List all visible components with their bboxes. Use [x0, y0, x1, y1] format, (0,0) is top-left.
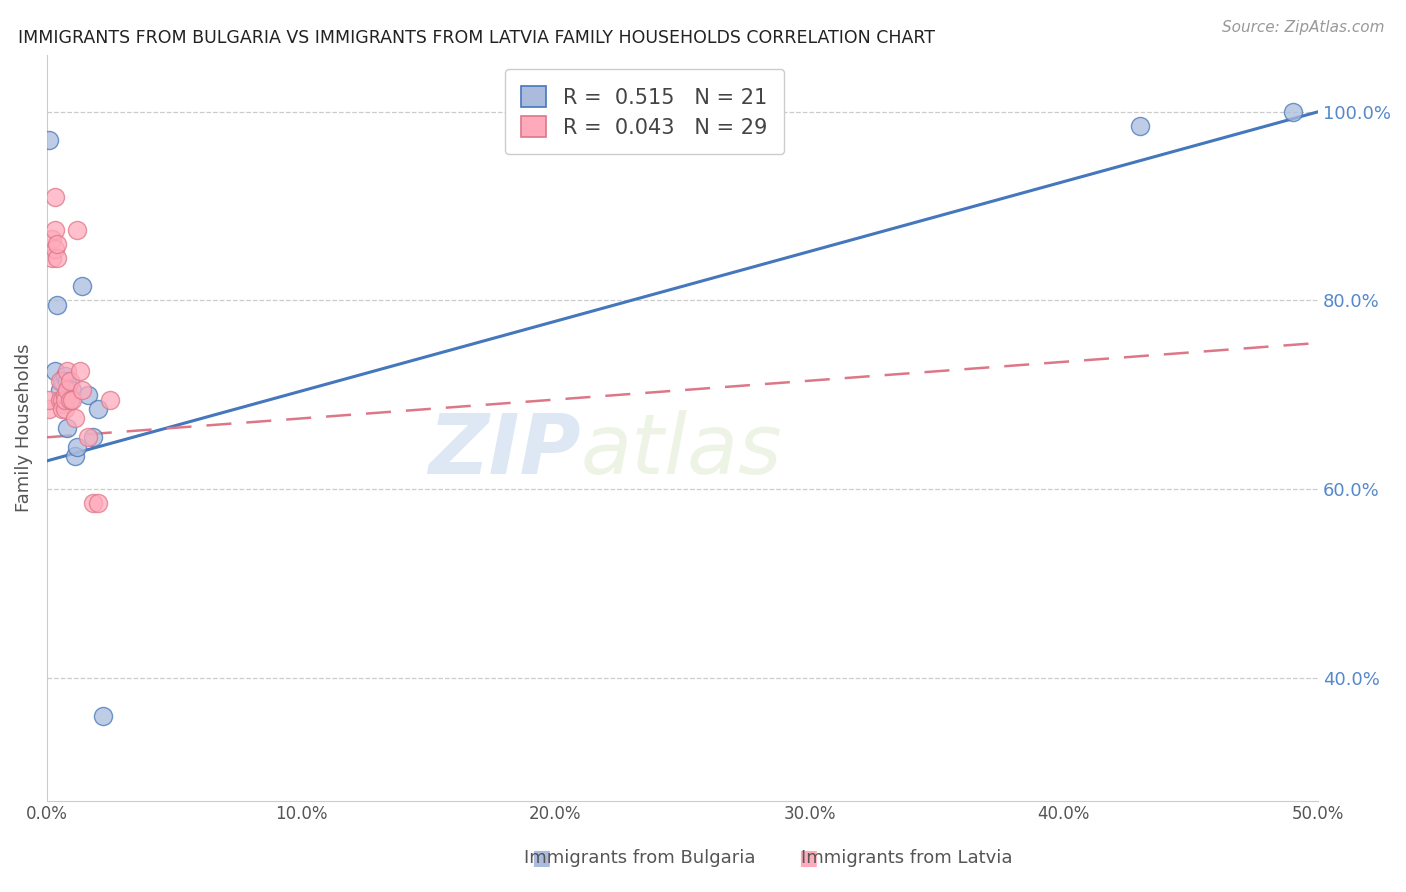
- Point: [76, 388, 98, 402]
- Point: [48, 374, 70, 388]
- Point: [51, 397, 73, 411]
- Point: [56, 383, 79, 397]
- Point: [87, 496, 110, 510]
- Point: [53, 402, 76, 417]
- Point: [66, 440, 89, 454]
- Point: [46, 236, 69, 251]
- Point: [48, 383, 70, 397]
- Point: [66, 223, 89, 237]
- Point: [60, 383, 83, 397]
- Point: [63, 411, 86, 425]
- Point: [56, 374, 79, 388]
- Point: [76, 430, 98, 444]
- Text: Source: ZipAtlas.com: Source: ZipAtlas.com: [1222, 20, 1385, 35]
- Point: [53, 392, 76, 407]
- Point: [41, 232, 63, 246]
- Point: [53, 388, 76, 402]
- Text: Immigrants from Bulgaria: Immigrants from Bulgaria: [524, 849, 755, 867]
- Point: [44, 364, 66, 378]
- Point: [1281, 104, 1303, 119]
- Text: atlas: atlas: [581, 409, 782, 491]
- Point: [53, 369, 76, 384]
- Point: [72, 279, 94, 293]
- Point: [46, 251, 69, 265]
- Point: [44, 190, 66, 204]
- Point: [51, 402, 73, 417]
- Point: [38, 392, 60, 407]
- Point: [46, 298, 69, 312]
- Point: [51, 392, 73, 407]
- Point: [38, 133, 60, 147]
- Point: [56, 364, 79, 378]
- Point: [100, 392, 122, 407]
- Point: [51, 374, 73, 388]
- Text: ■: ■: [799, 848, 818, 868]
- Point: [91, 708, 114, 723]
- Point: [56, 421, 79, 435]
- Point: [87, 402, 110, 417]
- Text: IMMIGRANTS FROM BULGARIA VS IMMIGRANTS FROM LATVIA FAMILY HOUSEHOLDS CORRELATION: IMMIGRANTS FROM BULGARIA VS IMMIGRANTS F…: [18, 29, 935, 46]
- Point: [48, 392, 70, 407]
- Point: [60, 392, 83, 407]
- Point: [59, 392, 82, 407]
- Point: [41, 251, 63, 265]
- Point: [72, 383, 94, 397]
- Text: ZIP: ZIP: [429, 409, 581, 491]
- Text: Immigrants from Latvia: Immigrants from Latvia: [801, 849, 1012, 867]
- Point: [59, 374, 82, 388]
- Text: ■: ■: [531, 848, 551, 868]
- Point: [44, 223, 66, 237]
- Point: [69, 364, 91, 378]
- Legend: R =  0.515   N = 21, R =  0.043   N = 29: R = 0.515 N = 21, R = 0.043 N = 29: [505, 70, 785, 154]
- Point: [59, 392, 82, 407]
- Point: [63, 449, 86, 463]
- Y-axis label: Family Households: Family Households: [15, 343, 32, 512]
- Point: [82, 496, 104, 510]
- Point: [53, 392, 76, 407]
- Point: [44, 242, 66, 256]
- Point: [1129, 119, 1152, 133]
- Point: [38, 402, 60, 417]
- Point: [82, 430, 104, 444]
